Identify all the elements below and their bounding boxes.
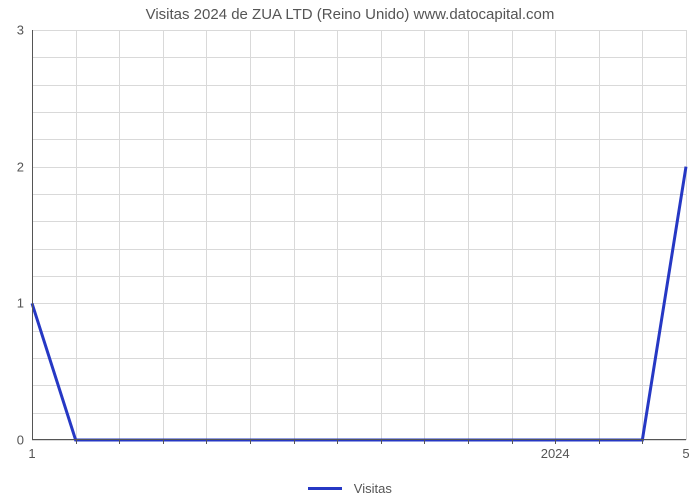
x-extra-label: 2024	[541, 446, 570, 461]
plot-area: 0123152024	[32, 30, 686, 440]
x-minor-tick	[599, 440, 600, 444]
x-tick-label: 5	[682, 446, 689, 461]
y-tick-label: 3	[17, 23, 24, 38]
x-minor-tick	[163, 440, 164, 444]
x-minor-tick	[337, 440, 338, 444]
x-minor-tick	[294, 440, 295, 444]
x-axis-line	[32, 439, 686, 440]
chart-container: Visitas 2024 de ZUA LTD (Reino Unido) ww…	[0, 0, 700, 500]
legend: Visitas	[0, 480, 700, 496]
x-minor-tick	[119, 440, 120, 444]
x-minor-tick	[206, 440, 207, 444]
x-minor-tick	[424, 440, 425, 444]
x-minor-tick	[76, 440, 77, 444]
x-minor-tick	[381, 440, 382, 444]
legend-swatch	[308, 487, 342, 490]
y-tick-label: 2	[17, 159, 24, 174]
x-minor-tick	[642, 440, 643, 444]
x-minor-tick	[512, 440, 513, 444]
x-minor-tick	[250, 440, 251, 444]
x-minor-tick	[468, 440, 469, 444]
legend-label: Visitas	[354, 481, 392, 496]
gridline-vertical	[686, 30, 687, 440]
y-tick-label: 0	[17, 433, 24, 448]
chart-title: Visitas 2024 de ZUA LTD (Reino Unido) ww…	[0, 6, 700, 23]
series-line	[32, 167, 686, 440]
line-series-layer	[32, 30, 686, 440]
y-tick-label: 1	[17, 296, 24, 311]
x-minor-tick	[555, 440, 556, 444]
y-axis-line	[32, 30, 33, 440]
x-tick-label: 1	[28, 446, 35, 461]
